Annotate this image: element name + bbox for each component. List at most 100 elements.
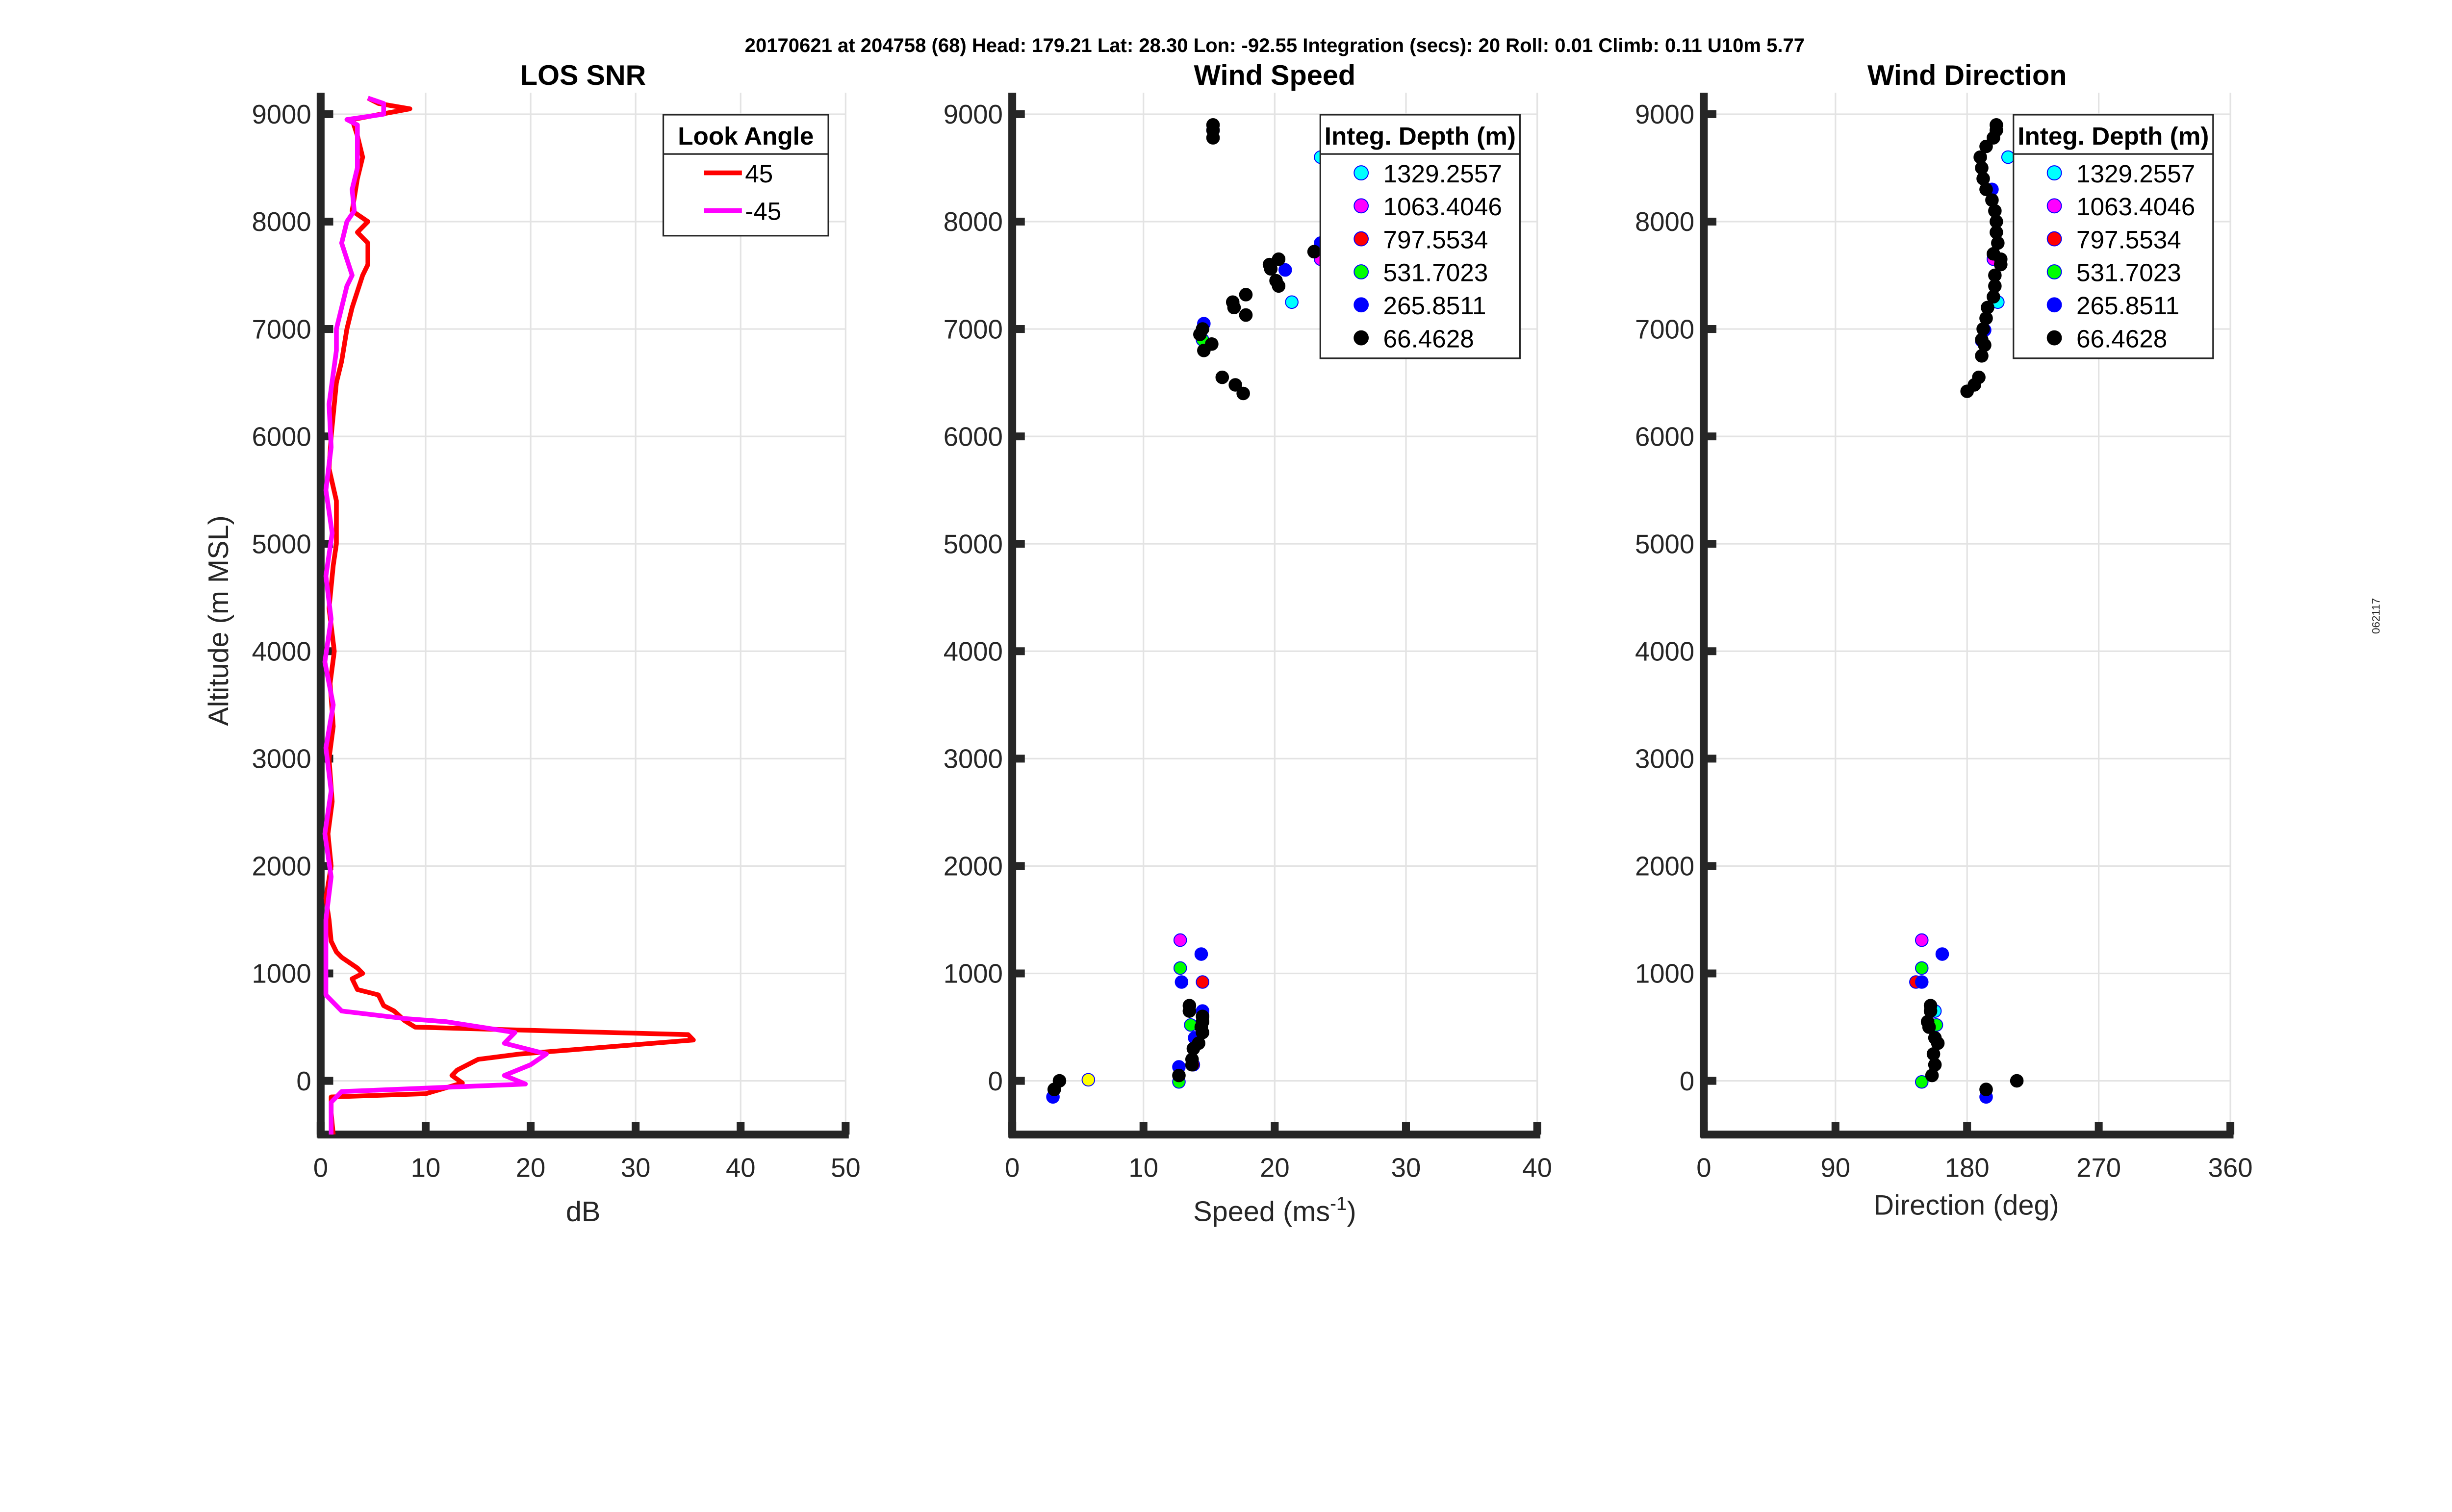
data-point [1915, 961, 1929, 975]
x-tick-label: 20 [1260, 1153, 1290, 1183]
data-point [1206, 131, 1220, 145]
data-point [1987, 290, 2000, 304]
y-tick-label: 5000 [944, 529, 1003, 559]
y-tick-label: 3000 [1635, 744, 1694, 774]
plot-title: Wind Speed [1194, 60, 1356, 91]
legend-entry: 1063.4046 [2076, 193, 2195, 221]
x-axis-label-speed-end: ) [1347, 1196, 1356, 1227]
legend-title: Look Angle [678, 122, 814, 150]
data-point [2010, 1074, 2024, 1088]
data-point [1236, 386, 1250, 401]
header-info: 20170621 at 204758 (68) Head: 179.21 Lat… [745, 35, 1805, 56]
plot-title: LOS SNR [520, 60, 646, 91]
y-tick-label: 1000 [944, 959, 1003, 989]
x-axis-label-speed-exponent: -1 [1330, 1193, 1347, 1214]
legend-entry: -45 [745, 198, 781, 226]
x-tick-label: 20 [516, 1153, 546, 1183]
x-tick-label: 0 [313, 1153, 328, 1183]
legend-entry: 531.7023 [2076, 259, 2181, 287]
y-tick-label: 6000 [944, 422, 1003, 452]
data-point [1272, 279, 1286, 293]
legend-entry: 1329.2557 [2076, 160, 2195, 188]
y-tick-label: 0 [1680, 1066, 1694, 1096]
data-point [1915, 1075, 1929, 1089]
y-tick-label: 8000 [252, 207, 311, 237]
x-axis-label-speed: Speed (ms-1) [1193, 1193, 1356, 1227]
legend-entry: 531.7023 [1383, 259, 1488, 287]
side-label: 062117 [2370, 598, 2382, 634]
data-point [1228, 378, 1242, 392]
data-point [1915, 933, 1929, 947]
data-point [1925, 1068, 1939, 1083]
data-point [1979, 182, 1993, 197]
legend-marker [1354, 165, 1369, 180]
figure: 20170621 at 204758 (68) Head: 179.21 Lat… [203, 35, 2382, 1228]
data-point [1979, 139, 1993, 153]
data-point [1239, 308, 1253, 322]
legend: Look Angle 45 -45 [662, 114, 829, 237]
legend-marker [2046, 330, 2062, 346]
x-tick-label: 180 [1945, 1153, 1990, 1183]
x-tick-label: 0 [1696, 1153, 1711, 1183]
legend-title: Integ. Depth (m) [2018, 122, 2209, 150]
data-point [1185, 1058, 1199, 1072]
legend-box [1319, 114, 1521, 359]
legend-marker [1354, 198, 1369, 214]
y-tick-label: 2000 [1635, 852, 1694, 882]
data-point [1994, 257, 2008, 272]
data-point [1182, 1004, 1197, 1018]
legend-marker [2046, 231, 2062, 247]
y-tick-label: 9000 [1635, 100, 1694, 129]
data-point [1193, 328, 1207, 341]
series-line--45 [322, 96, 549, 1135]
y-tick-label: 9000 [252, 100, 311, 129]
y-tick-label: 8000 [1635, 207, 1694, 237]
data-point [1922, 1020, 1936, 1034]
legend-marker [2046, 198, 2062, 214]
legend-entry: 797.5534 [2076, 226, 2181, 253]
x-tick-label: 10 [1128, 1153, 1158, 1183]
x-tick-label: 270 [2076, 1153, 2121, 1183]
data-point [2001, 150, 2015, 164]
plot-wind-direction: Wind Direction 0 1000 2000 3000 4000 5000 6000 7… [1635, 60, 2253, 1183]
y-tick-label: 1000 [1635, 959, 1694, 989]
y-tick-label: 4000 [944, 637, 1003, 667]
y-tick-label: 0 [296, 1066, 311, 1096]
legend-entry: 1329.2557 [1383, 160, 1502, 188]
series-line-45 [323, 96, 696, 1135]
legend: Integ. Depth (m) 1329.2557 1063.4046 797.55… [1319, 114, 1521, 359]
data-point [1047, 1083, 1061, 1096]
data-point [1196, 975, 1209, 989]
legend: Integ. Depth (m) 1329.2557 1063.4046 797.55… [2013, 114, 2214, 359]
x-tick-label: 30 [1391, 1153, 1421, 1183]
legend-box [2013, 114, 2214, 359]
y-tick-label: 3000 [252, 744, 311, 774]
legend-entry: 797.5534 [1383, 226, 1488, 253]
data-point [1987, 131, 2000, 145]
data-point [1173, 933, 1187, 947]
legend-entry: 1063.4046 [1383, 193, 1502, 221]
data-point [1197, 344, 1211, 357]
legend-entry: 265.8511 [1383, 292, 1486, 320]
x-tick-label: 10 [411, 1153, 441, 1183]
x-tick-label: 0 [1005, 1153, 1020, 1183]
data-point [1935, 947, 1949, 961]
legend-box [662, 114, 829, 237]
data-point [1227, 301, 1241, 315]
y-tick-label: 6000 [252, 422, 311, 452]
x-tick-label: 30 [621, 1153, 651, 1183]
data-point [1172, 1068, 1186, 1083]
x-tick-label: 50 [831, 1153, 861, 1183]
legend-marker [1354, 231, 1369, 247]
data-point [1175, 975, 1189, 989]
y-tick-label: 7000 [944, 314, 1003, 344]
y-tick-label: 1000 [252, 959, 311, 989]
x-axis-label-snr: dB [566, 1196, 601, 1227]
y-tick-label: 5000 [1635, 529, 1694, 559]
y-tick-label: 7000 [1635, 314, 1694, 344]
legend-entry: 66.4628 [2076, 325, 2167, 353]
legend-entry: 45 [745, 160, 773, 188]
data-point [1285, 295, 1299, 309]
y-tick-label: 8000 [944, 207, 1003, 237]
data-point [1960, 384, 1974, 398]
